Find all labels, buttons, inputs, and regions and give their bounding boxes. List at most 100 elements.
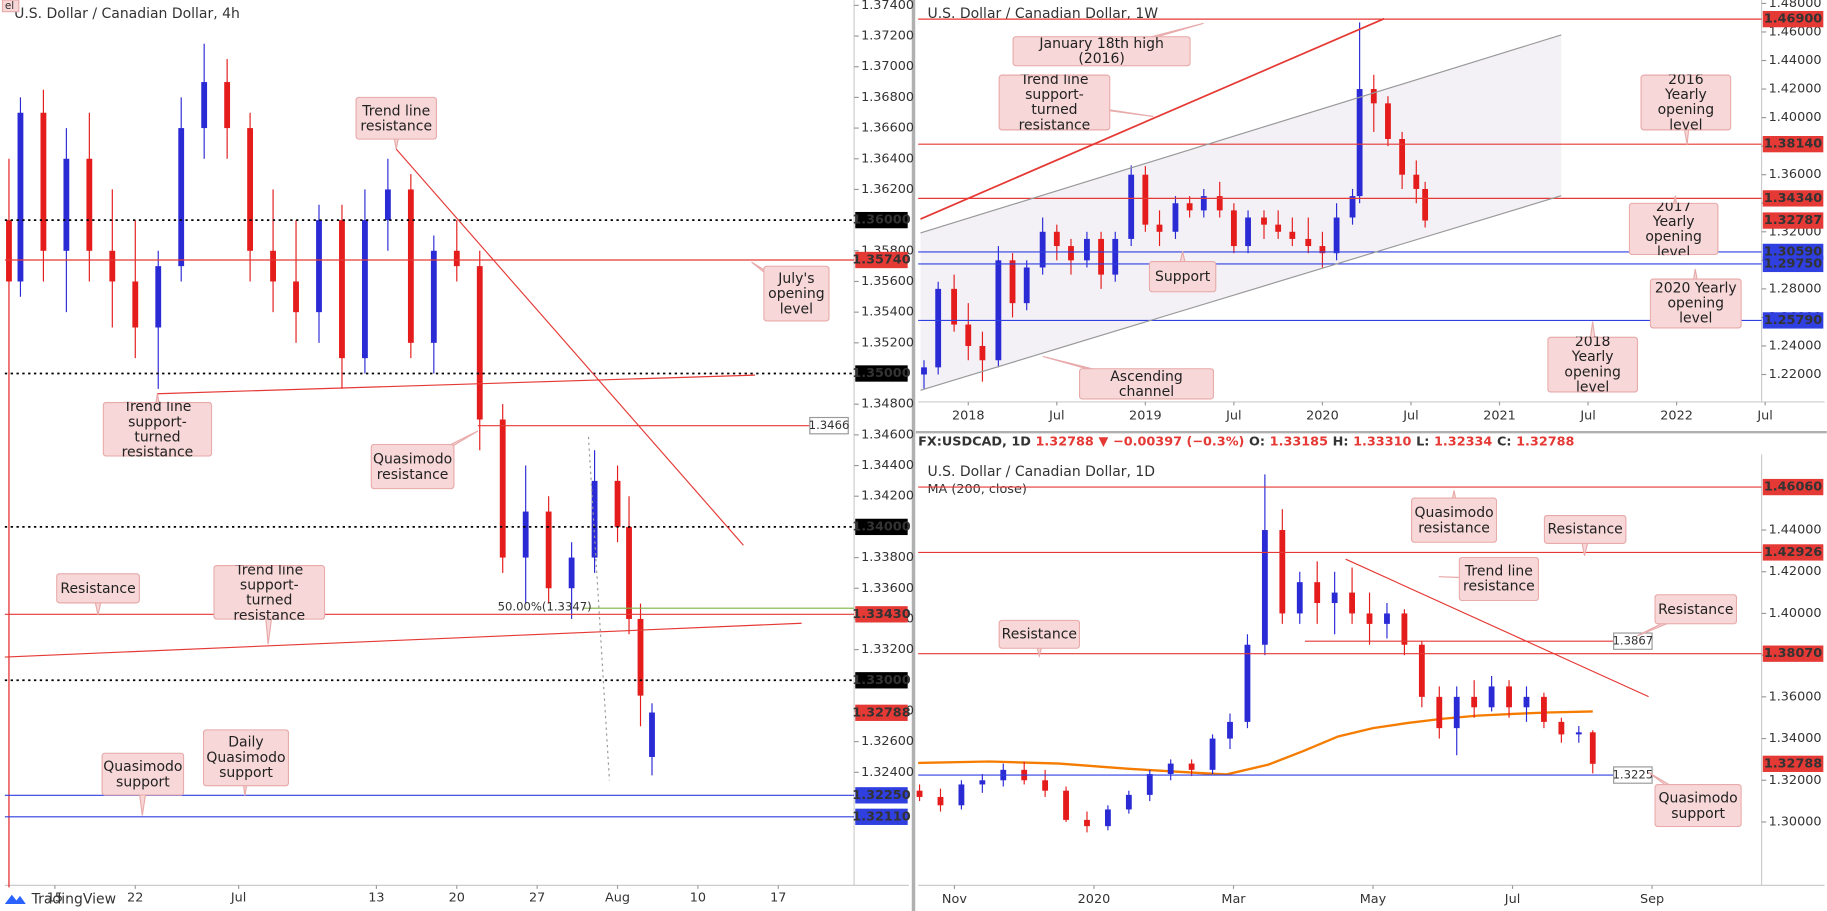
candle-body (1436, 696, 1443, 729)
y-tick-label: 1.40000 (1769, 110, 1822, 125)
y-tick-label: 1.33600 (861, 581, 914, 596)
candle-body (545, 511, 552, 589)
chart-title: U.S. Dollar / Canadian Dollar, 1D (927, 464, 1155, 480)
price-label-box (1762, 544, 1824, 561)
x-tick-label: Jul (1225, 408, 1241, 423)
candle-body (1084, 819, 1090, 827)
callout: 2018 Yearly opening level (1547, 336, 1639, 393)
header-item: 1.32788 (1516, 434, 1574, 449)
candle-body (109, 250, 116, 282)
price-label: 1.32788 (1764, 756, 1822, 771)
price-label-box (1762, 255, 1824, 273)
header-item: C: (1497, 434, 1512, 449)
candle-body (247, 128, 254, 251)
candle-body (951, 288, 958, 325)
callout: Trend line support-turned resistance (213, 565, 326, 620)
candle-body (1039, 231, 1046, 268)
y-tick-label: 1.36400 (861, 151, 914, 166)
header-item: O: (1249, 434, 1265, 449)
callout-text: July's opening level (763, 265, 830, 322)
price-label-box (1762, 190, 1824, 207)
candle-body (1142, 174, 1149, 225)
candle-body (1349, 196, 1356, 218)
x-tick-label: 2018 (952, 408, 985, 423)
candle-body (1418, 644, 1425, 697)
y-tick-label: 1.42000 (1769, 82, 1822, 97)
candle-body (916, 790, 923, 797)
candle-body (1488, 686, 1495, 708)
candle-body (1146, 774, 1153, 795)
x-tick-label: Nov (942, 892, 967, 907)
y-tick-label: 1.34600 (861, 427, 914, 442)
callout: Resistance (56, 573, 140, 604)
price-label: 1.35740 (852, 252, 910, 267)
y-tick-label: 1.35200 (861, 335, 914, 350)
candle-body (1216, 196, 1223, 211)
callout-text: Trend line support-turned resistance (998, 74, 1111, 131)
x-tick-label: 2020 (1306, 408, 1339, 423)
candle-body (1261, 530, 1268, 645)
x-tick-label: 10 (690, 891, 706, 906)
candle-body (132, 281, 139, 328)
candle-body (17, 112, 24, 282)
callout: Support (1148, 260, 1217, 293)
candle-body (1305, 238, 1312, 247)
callout: 2017 Yearly opening level (1628, 202, 1719, 256)
y-tick-label: 1.44000 (1769, 53, 1822, 68)
x-tick-label: 2021 (1483, 408, 1516, 423)
price-label: 1.38070 (1764, 646, 1822, 661)
legend-header: FX:USDCAD, 1D 1.32788 ▼ −0.00397 (−0.3%) O: 1… (918, 434, 1574, 449)
chart-panel: 1.300001.320001.340001.360001.380001.400… (916, 434, 1825, 907)
y-tick-label: 1.36200 (861, 182, 914, 197)
candle-body (1453, 696, 1460, 729)
x-tick-label: 2019 (1129, 408, 1162, 423)
candle-body (1589, 732, 1596, 764)
chart-panel: 1.324001.326001.328001.332001.334001.336… (1, 0, 914, 906)
price-label: 1.29750 (1764, 256, 1822, 271)
price-label: 1.34000 (852, 519, 910, 534)
header-item: −0.00397 (−0.3%) (1113, 434, 1244, 449)
x-tick-label: Aug (605, 891, 630, 906)
level-tag-label: 1.3466 (809, 418, 850, 432)
candle-body (1331, 592, 1338, 604)
candle-body (1172, 203, 1179, 232)
level-tag (809, 416, 849, 435)
candle-body (1188, 763, 1195, 770)
candle-body (1261, 217, 1267, 225)
price-label: 1.25790 (1764, 313, 1822, 328)
y-tick-label: 1.40000 (1769, 606, 1822, 621)
y-tick-label: 1.37200 (861, 29, 914, 44)
chart-panel: 1.220001.240001.260001.280001.300001.320… (918, 0, 1825, 423)
price-label: 1.32110 (852, 809, 910, 824)
callout-text: 2017 Yearly opening level (1628, 202, 1719, 256)
y-tick-label: 1.28000 (1769, 281, 1822, 296)
price-label-box (855, 365, 908, 382)
level-tag-label: 1.3225 (1613, 768, 1654, 782)
x-tick-label: May (1360, 892, 1387, 907)
x-tick-label: Jul (1579, 408, 1595, 423)
price-label: 1.38140 (1764, 137, 1822, 152)
candle-body (1098, 238, 1104, 275)
header-item: FX:USDCAD, 1D (918, 434, 1031, 449)
fib-line (587, 436, 611, 781)
candle-body (1023, 267, 1030, 304)
candle-body (384, 189, 391, 221)
candle-body (614, 480, 621, 527)
price-label: 1.33430 (852, 607, 910, 622)
y-tick-label: 1.34400 (861, 458, 914, 473)
price-label: 1.42926 (1764, 545, 1822, 560)
y-tick-label: 1.36800 (861, 90, 914, 105)
price-label-box (1762, 755, 1824, 772)
ma-label: MA (200, close) (927, 482, 1026, 497)
callout: Resistance (1543, 514, 1627, 545)
callout-text: Ascending channel (1078, 368, 1215, 400)
candle-body (1227, 721, 1233, 739)
candle-body (1042, 780, 1049, 791)
x-tick-label: 2022 (1660, 408, 1693, 423)
candle-body (1523, 696, 1530, 708)
price-label: 1.46900 (1764, 12, 1822, 27)
header-item: 1.32334 (1434, 434, 1492, 449)
callout: Resistance (998, 619, 1081, 649)
x-tick-label: Mar (1221, 892, 1246, 907)
